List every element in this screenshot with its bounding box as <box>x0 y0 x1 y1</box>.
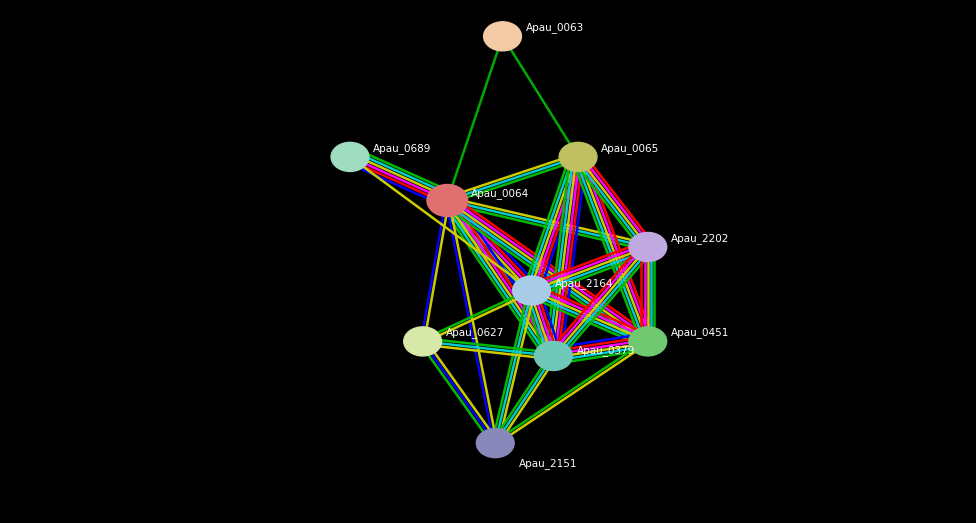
Text: Apau_0065: Apau_0065 <box>601 143 660 154</box>
Text: Apau_0379: Apau_0379 <box>577 345 635 356</box>
Text: Apau_0064: Apau_0064 <box>470 188 529 199</box>
Ellipse shape <box>427 185 468 217</box>
Text: Apau_0063: Apau_0063 <box>526 22 584 33</box>
Ellipse shape <box>404 327 441 356</box>
Text: Apau_0689: Apau_0689 <box>373 143 431 154</box>
Text: Apau_0451: Apau_0451 <box>671 327 729 338</box>
Text: Apau_0627: Apau_0627 <box>446 327 505 338</box>
Ellipse shape <box>535 342 572 370</box>
Ellipse shape <box>629 327 667 356</box>
Text: Apau_2202: Apau_2202 <box>671 233 729 244</box>
Text: Apau_2151: Apau_2151 <box>518 458 577 469</box>
Text: Apau_2164: Apau_2164 <box>554 278 613 289</box>
Ellipse shape <box>629 232 667 262</box>
Ellipse shape <box>484 22 521 51</box>
Ellipse shape <box>476 428 514 458</box>
Ellipse shape <box>331 142 369 172</box>
Ellipse shape <box>559 142 597 172</box>
Ellipse shape <box>512 276 550 305</box>
